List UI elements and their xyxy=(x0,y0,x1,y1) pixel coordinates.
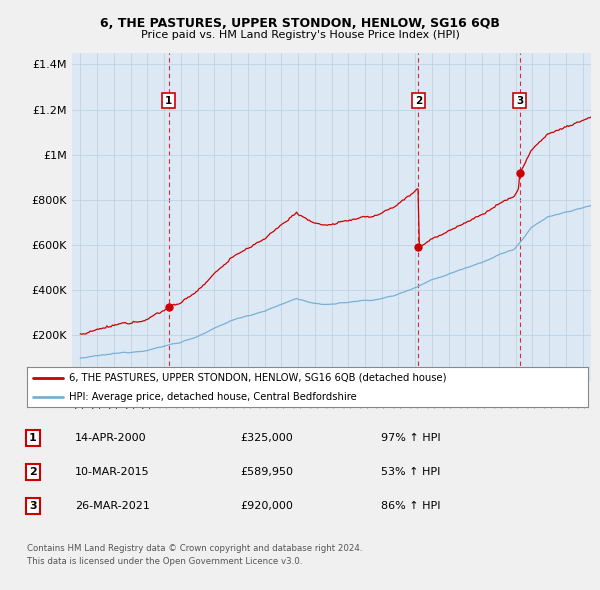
Text: 6, THE PASTURES, UPPER STONDON, HENLOW, SG16 6QB: 6, THE PASTURES, UPPER STONDON, HENLOW, … xyxy=(100,17,500,30)
Text: This data is licensed under the Open Government Licence v3.0.: This data is licensed under the Open Gov… xyxy=(27,558,302,566)
Text: 2: 2 xyxy=(29,467,37,477)
Text: 1: 1 xyxy=(29,433,37,442)
Text: Contains HM Land Registry data © Crown copyright and database right 2024.: Contains HM Land Registry data © Crown c… xyxy=(27,545,362,553)
Text: £325,000: £325,000 xyxy=(240,433,293,442)
Text: Price paid vs. HM Land Registry's House Price Index (HPI): Price paid vs. HM Land Registry's House … xyxy=(140,30,460,40)
Text: 1: 1 xyxy=(165,96,172,106)
Text: 86% ↑ HPI: 86% ↑ HPI xyxy=(381,502,440,511)
Text: HPI: Average price, detached house, Central Bedfordshire: HPI: Average price, detached house, Cent… xyxy=(69,392,357,402)
Text: 97% ↑ HPI: 97% ↑ HPI xyxy=(381,433,440,442)
Text: 53% ↑ HPI: 53% ↑ HPI xyxy=(381,467,440,477)
Text: £589,950: £589,950 xyxy=(240,467,293,477)
Text: 26-MAR-2021: 26-MAR-2021 xyxy=(75,502,150,511)
Text: 2: 2 xyxy=(415,96,422,106)
Text: 3: 3 xyxy=(516,96,523,106)
Text: 6, THE PASTURES, UPPER STONDON, HENLOW, SG16 6QB (detached house): 6, THE PASTURES, UPPER STONDON, HENLOW, … xyxy=(69,373,446,383)
Text: 3: 3 xyxy=(29,502,37,511)
Text: 14-APR-2000: 14-APR-2000 xyxy=(75,433,146,442)
Text: 10-MAR-2015: 10-MAR-2015 xyxy=(75,467,149,477)
Text: £920,000: £920,000 xyxy=(240,502,293,511)
